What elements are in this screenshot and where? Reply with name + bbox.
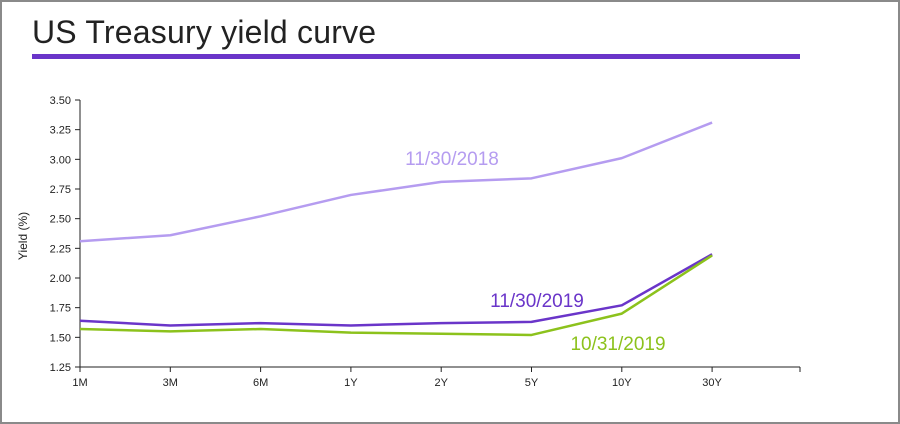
series-label-0: 11/30/2018: [405, 149, 499, 170]
series-line-2: [79, 254, 713, 337]
x-tick-label: 1M: [72, 377, 87, 389]
x-tick-label: 1Y: [344, 377, 358, 389]
title-underline: [32, 54, 800, 59]
y-tick-label: 3.00: [50, 154, 71, 166]
x-axis-ticks: 1M 3M 6M 1Y 2Y 5Y 10Y 30Y: [72, 367, 801, 389]
chart-title: US Treasury yield curve: [32, 14, 377, 50]
y-tick-label: 2.50: [50, 214, 71, 226]
y-tick-label: 1.75: [50, 303, 71, 315]
series-label-2: 10/31/2019: [570, 334, 665, 355]
y-axis-ticks: 3.50 3.25 3.00 2.75 2.50 2.25 2.00 1.75 1.50 1.25: [50, 95, 80, 374]
x-tick-label: 10Y: [612, 377, 632, 389]
x-tick-label: 2Y: [434, 377, 448, 389]
x-tick-label: 5Y: [525, 377, 539, 389]
x-tick-label: 30Y: [702, 377, 722, 389]
series-line-1: [79, 253, 713, 327]
x-tick-label: 6M: [253, 377, 268, 389]
x-tick-label: 3M: [163, 377, 178, 389]
y-tick-label: 2.00: [50, 273, 71, 285]
series-label-1: 11/30/2019: [490, 291, 584, 312]
y-tick-label: 2.25: [50, 243, 71, 255]
series-labels: 11/30/2018 11/30/2019 10/31/2019: [405, 149, 665, 355]
y-tick-label: 1.25: [50, 362, 71, 374]
chart-axes: [79, 100, 800, 368]
y-tick-label: 2.75: [50, 184, 71, 196]
y-tick-label: 3.50: [50, 95, 71, 107]
series-lines: [79, 121, 713, 337]
y-tick-label: 1.50: [50, 332, 71, 344]
y-axis-label: Yield (%): [16, 212, 30, 260]
y-tick-label: 3.25: [50, 125, 71, 137]
series-line-0: [79, 121, 713, 243]
